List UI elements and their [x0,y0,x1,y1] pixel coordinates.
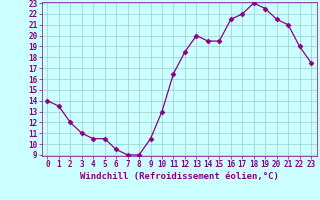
X-axis label: Windchill (Refroidissement éolien,°C): Windchill (Refroidissement éolien,°C) [80,172,279,181]
